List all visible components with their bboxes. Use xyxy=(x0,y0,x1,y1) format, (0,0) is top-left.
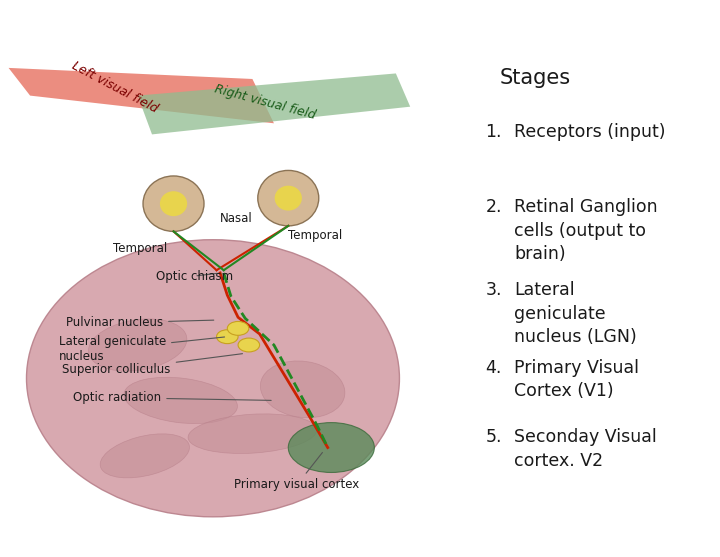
Text: Temporal: Temporal xyxy=(288,228,343,242)
Text: Nasal: Nasal xyxy=(220,212,253,225)
Text: Lateral
geniculate
nucleus (LGN): Lateral geniculate nucleus (LGN) xyxy=(514,281,637,346)
Text: 4.: 4. xyxy=(485,359,502,377)
Polygon shape xyxy=(9,68,274,123)
Text: Optic radiation: Optic radiation xyxy=(73,391,271,404)
Text: Receptors (input): Receptors (input) xyxy=(514,123,666,141)
Text: Stages: Stages xyxy=(500,68,571,88)
Ellipse shape xyxy=(27,240,400,517)
Ellipse shape xyxy=(274,185,302,211)
Text: Primary Visual
Cortex (V1): Primary Visual Cortex (V1) xyxy=(514,359,639,400)
Text: Left visual field: Left visual field xyxy=(70,59,160,115)
Ellipse shape xyxy=(217,330,238,344)
Text: Primary visual cortex: Primary visual cortex xyxy=(235,452,360,491)
Ellipse shape xyxy=(261,361,345,418)
Ellipse shape xyxy=(143,176,204,231)
Ellipse shape xyxy=(228,321,249,335)
Ellipse shape xyxy=(238,338,260,352)
Ellipse shape xyxy=(124,377,238,423)
Ellipse shape xyxy=(288,423,374,472)
Text: Seconday Visual
cortex. V2: Seconday Visual cortex. V2 xyxy=(514,428,657,470)
Ellipse shape xyxy=(160,191,187,216)
Text: Optic chiasm: Optic chiasm xyxy=(156,270,233,282)
Text: 2.: 2. xyxy=(485,198,502,216)
Text: Lateral geniculate
nucleus: Lateral geniculate nucleus xyxy=(59,335,225,363)
Text: Temporal: Temporal xyxy=(112,242,167,255)
Text: 5.: 5. xyxy=(485,428,502,446)
Ellipse shape xyxy=(258,170,319,226)
Text: Superior colliculus: Superior colliculus xyxy=(63,354,243,377)
Polygon shape xyxy=(138,74,410,134)
Text: Pulvinar nucleus: Pulvinar nucleus xyxy=(66,316,214,329)
Ellipse shape xyxy=(89,319,187,371)
Ellipse shape xyxy=(188,414,317,453)
Text: 3.: 3. xyxy=(485,281,502,299)
Text: 1.: 1. xyxy=(485,123,502,141)
Text: Right visual field: Right visual field xyxy=(213,82,317,122)
Text: Retinal Ganglion
cells (output to
brain): Retinal Ganglion cells (output to brain) xyxy=(514,198,658,263)
Ellipse shape xyxy=(100,434,189,478)
